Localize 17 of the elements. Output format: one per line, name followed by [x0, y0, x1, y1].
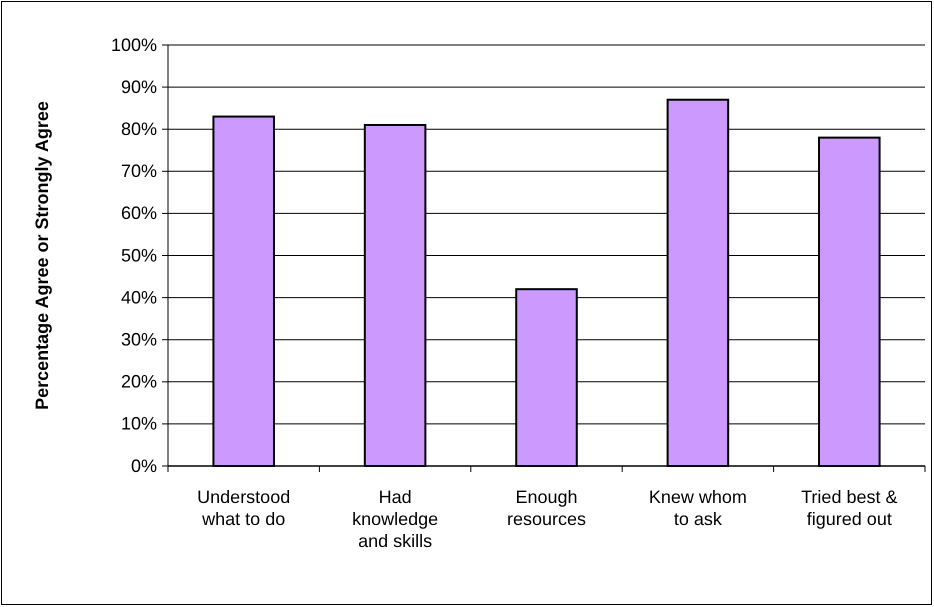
y-tick-label: 100% [110, 34, 157, 55]
y-axis-title: Percentage Agree or Strongly Agree [32, 101, 52, 410]
x-tick-label: Had knowledge and skills [352, 487, 438, 551]
y-tick-label: 50% [120, 245, 157, 266]
y-tick-label: 60% [120, 203, 157, 224]
x-tick-label: Enough resources [506, 487, 586, 529]
x-tick-label: Tried best & figured out [801, 487, 898, 529]
y-tick-label: 90% [120, 76, 157, 97]
y-tick-label: 70% [120, 161, 157, 182]
x-tick-label: Understood what to do [197, 487, 290, 529]
y-tick-label: 80% [120, 118, 157, 139]
y-tick-label: 40% [120, 287, 157, 308]
y-tick-label: 20% [120, 372, 157, 392]
y-tick-label: 30% [120, 329, 157, 350]
x-tick-label: Knew whom to ask [648, 487, 747, 529]
y-tick-label: 10% [120, 414, 157, 434]
y-tick-label: 0% [130, 456, 157, 476]
